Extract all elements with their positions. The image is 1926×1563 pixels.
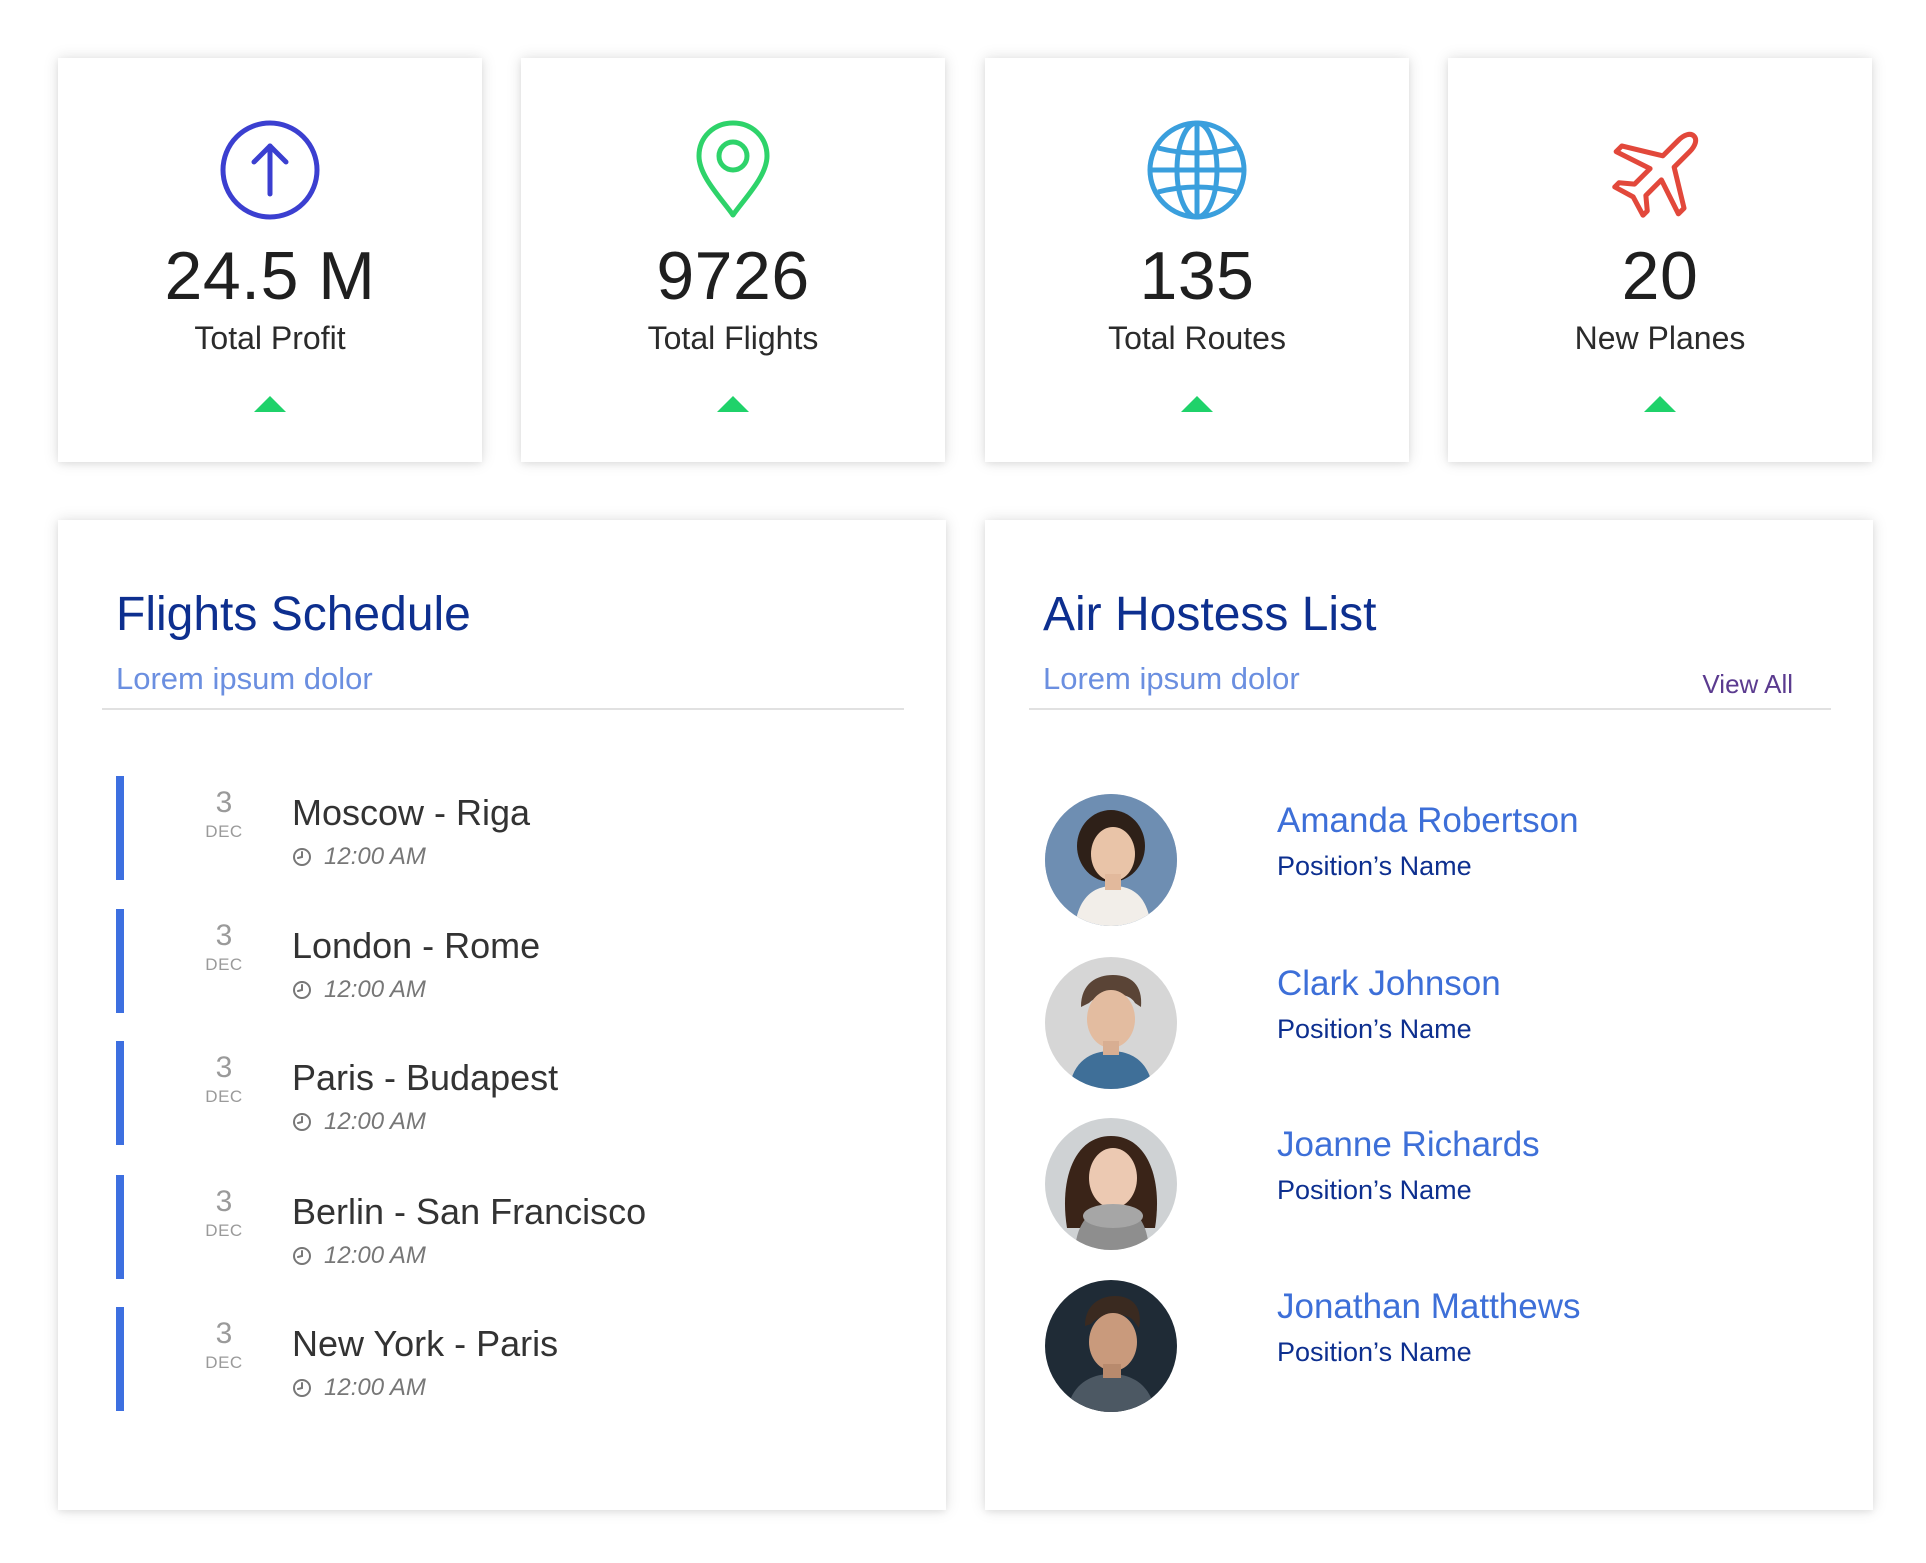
hostess-item[interactable]: Joanne Richards Position’s Name (1045, 1118, 1745, 1254)
arrow-up-circle-icon (218, 118, 322, 222)
flight-item[interactable]: 3 DEC Berlin - San Francisco 12:00 AM (116, 1175, 876, 1279)
flight-item[interactable]: 3 DEC Paris - Budapest 12:00 AM (116, 1041, 876, 1145)
hostess-position: Position’s Name (1277, 1337, 1472, 1367)
divider (102, 708, 904, 710)
panel-subtitle: Lorem ipsum dolor (116, 661, 373, 696)
clock-icon (292, 980, 312, 1000)
flight-time: 12:00 AM (324, 1108, 426, 1135)
flight-month: DEC (205, 955, 243, 974)
flight-month: DEC (205, 1353, 243, 1372)
hostess-position: Position’s Name (1277, 1175, 1472, 1205)
accent-bar (116, 1175, 124, 1279)
stat-card-total-routes: 135 Total Routes (985, 58, 1409, 462)
flight-time: 12:00 AM (324, 843, 426, 870)
stat-label: Total Flights (647, 320, 819, 356)
flight-route: Paris - Budapest (292, 1057, 559, 1098)
flight-item[interactable]: 3 DEC New York - Paris 12:00 AM (116, 1307, 876, 1411)
flight-time-row: 12:00 AM (292, 842, 426, 872)
flight-month: DEC (205, 1087, 243, 1106)
avatar (1045, 1118, 1177, 1250)
stat-value: 20 (1621, 238, 1699, 314)
map-pin-icon (681, 118, 785, 222)
hostess-position: Position’s Name (1277, 1014, 1472, 1044)
stat-value: 9726 (656, 238, 810, 314)
hostess-name[interactable]: Jonathan Matthews (1277, 1287, 1581, 1326)
flight-time: 12:00 AM (324, 976, 426, 1003)
stat-label: New Planes (1574, 320, 1746, 356)
air-hostess-panel: Air Hostess List Lorem ipsum dolor View … (985, 520, 1873, 1510)
accent-bar (116, 776, 124, 880)
clock-icon (292, 1112, 312, 1132)
flight-day: 3 (215, 919, 233, 952)
hostess-item[interactable]: Jonathan Matthews Position’s Name (1045, 1280, 1745, 1416)
trend-up-icon (1644, 396, 1676, 412)
hostess-item[interactable]: Amanda Robertson Position’s Name (1045, 794, 1745, 930)
accent-bar (116, 909, 124, 1013)
panel-subtitle: Lorem ipsum dolor (1043, 661, 1300, 696)
flight-time-row: 12:00 AM (292, 1241, 426, 1271)
trend-up-icon (1181, 396, 1213, 412)
flight-month: DEC (205, 1221, 243, 1240)
globe-icon (1145, 118, 1249, 222)
trend-up-icon (717, 396, 749, 412)
accent-bar (116, 1307, 124, 1411)
hostess-name[interactable]: Clark Johnson (1277, 964, 1501, 1003)
view-all-link[interactable]: View All (1702, 669, 1793, 699)
flight-time: 12:00 AM (324, 1242, 426, 1269)
flight-day: 3 (215, 786, 233, 819)
avatar (1045, 1280, 1177, 1412)
panel-title: Air Hostess List (1043, 588, 1377, 641)
hostess-name[interactable]: Amanda Robertson (1277, 801, 1579, 840)
hostess-item[interactable]: Clark Johnson Position’s Name (1045, 957, 1745, 1093)
hostess-name[interactable]: Joanne Richards (1277, 1125, 1540, 1164)
stat-card-new-planes: 20 New Planes (1448, 58, 1872, 462)
stat-value: 24.5 M (164, 238, 376, 314)
flight-day: 3 (215, 1185, 233, 1218)
flight-route: Moscow - Riga (292, 792, 531, 833)
avatar (1045, 957, 1177, 1089)
stat-label: Total Profit (194, 320, 346, 356)
flight-time: 12:00 AM (324, 1374, 426, 1401)
divider (1029, 708, 1831, 710)
trend-up-icon (254, 396, 286, 412)
flight-day: 3 (215, 1317, 233, 1350)
flight-route: New York - Paris (292, 1323, 559, 1364)
flight-time-row: 12:00 AM (292, 1373, 426, 1403)
accent-bar (116, 1041, 124, 1145)
clock-icon (292, 847, 312, 867)
stat-label: Total Routes (1108, 320, 1286, 356)
clock-icon (292, 1378, 312, 1398)
flights-schedule-panel: Flights Schedule Lorem ipsum dolor 3 DEC… (58, 520, 946, 1510)
flight-day: 3 (215, 1051, 233, 1084)
clock-icon (292, 1246, 312, 1266)
stat-card-total-flights: 9726 Total Flights (521, 58, 945, 462)
flight-route: London - Rome (292, 925, 541, 966)
panel-title: Flights Schedule (116, 588, 471, 641)
stat-value: 135 (1139, 238, 1255, 314)
flight-time-row: 12:00 AM (292, 975, 426, 1005)
avatar (1045, 794, 1177, 926)
flight-route: Berlin - San Francisco (292, 1191, 647, 1232)
flight-month: DEC (205, 822, 243, 841)
flight-item[interactable]: 3 DEC Moscow - Riga 12:00 AM (116, 776, 876, 880)
flight-item[interactable]: 3 DEC London - Rome 12:00 AM (116, 909, 876, 1013)
stat-card-total-profit: 24.5 M Total Profit (58, 58, 482, 462)
flight-time-row: 12:00 AM (292, 1107, 426, 1137)
airplane-icon (1608, 118, 1712, 222)
hostess-position: Position’s Name (1277, 851, 1472, 881)
